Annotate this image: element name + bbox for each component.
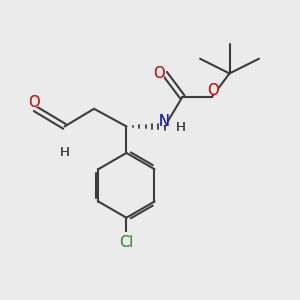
Text: O: O bbox=[154, 66, 165, 81]
Text: O: O bbox=[208, 83, 219, 98]
FancyBboxPatch shape bbox=[208, 86, 218, 95]
Text: H: H bbox=[60, 146, 70, 159]
Text: H: H bbox=[60, 146, 70, 159]
Text: O: O bbox=[208, 83, 219, 98]
FancyBboxPatch shape bbox=[120, 232, 133, 241]
Text: H: H bbox=[176, 122, 186, 134]
Text: N: N bbox=[159, 114, 170, 129]
Text: O: O bbox=[28, 95, 40, 110]
Text: N: N bbox=[159, 114, 170, 129]
FancyBboxPatch shape bbox=[29, 98, 38, 107]
Text: O: O bbox=[154, 66, 165, 81]
Text: O: O bbox=[28, 95, 40, 110]
Text: H: H bbox=[176, 122, 186, 134]
FancyBboxPatch shape bbox=[178, 124, 184, 131]
Text: Cl: Cl bbox=[119, 236, 134, 250]
FancyBboxPatch shape bbox=[160, 117, 168, 125]
Text: Cl: Cl bbox=[119, 236, 134, 250]
FancyBboxPatch shape bbox=[61, 149, 68, 157]
FancyBboxPatch shape bbox=[155, 69, 164, 78]
